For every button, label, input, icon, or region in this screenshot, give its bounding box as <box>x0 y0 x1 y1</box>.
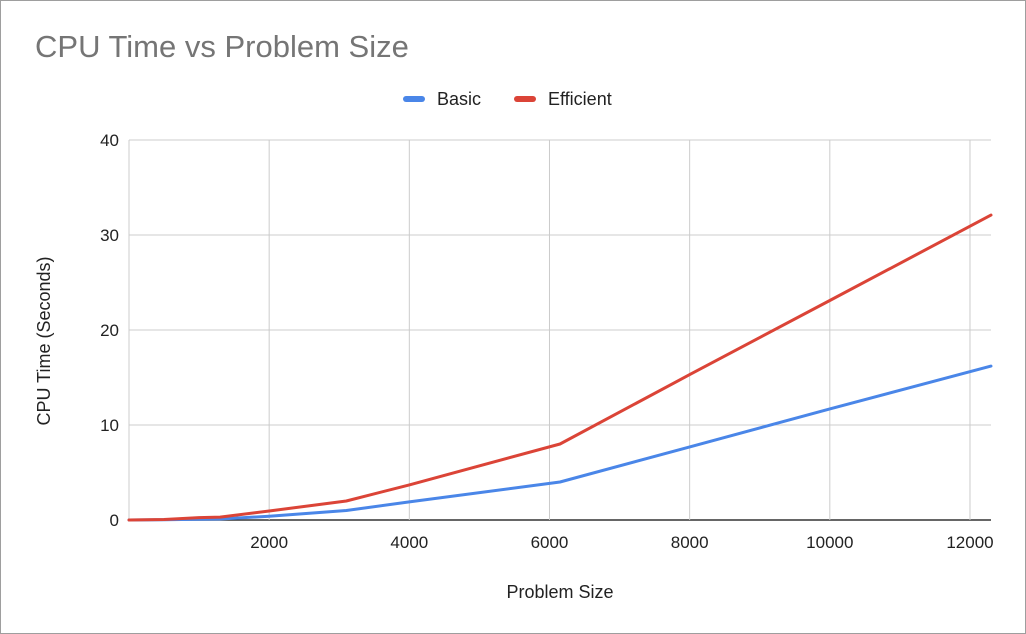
legend-swatch-efficient <box>514 96 536 102</box>
chart-title: CPU Time vs Problem Size <box>35 29 409 64</box>
x-tick-label: 2000 <box>250 533 288 552</box>
x-tick-labels: 2000 4000 6000 8000 10000 12000 <box>250 533 993 552</box>
legend-item-basic: Basic <box>403 87 481 111</box>
series-lines <box>127 213 993 522</box>
legend: Basic Efficient <box>1 87 1025 111</box>
legend-label-efficient: Efficient <box>548 88 612 109</box>
x-tick-label: 8000 <box>671 533 709 552</box>
x-tick-label: 10000 <box>806 533 853 552</box>
legend-item-efficient: Efficient <box>514 87 612 111</box>
series-line-efficient <box>127 213 993 522</box>
legend-label-basic: Basic <box>437 88 482 109</box>
y-tick-label: 20 <box>100 321 119 340</box>
x-axis-title: Problem Size <box>506 582 613 602</box>
x-tick-label: 4000 <box>390 533 428 552</box>
y-tick-label: 10 <box>100 416 119 435</box>
legend-swatch-basic <box>403 96 425 102</box>
y-tick-label: 0 <box>110 511 119 530</box>
y-tick-label: 30 <box>100 226 119 245</box>
x-tick-label: 6000 <box>531 533 569 552</box>
x-tick-label: 12000 <box>946 533 993 552</box>
gridlines <box>128 139 991 521</box>
y-axis-title: CPU Time (Seconds) <box>34 256 54 425</box>
y-tick-labels: 0 10 20 30 40 <box>100 131 119 530</box>
y-tick-label: 40 <box>100 131 119 150</box>
